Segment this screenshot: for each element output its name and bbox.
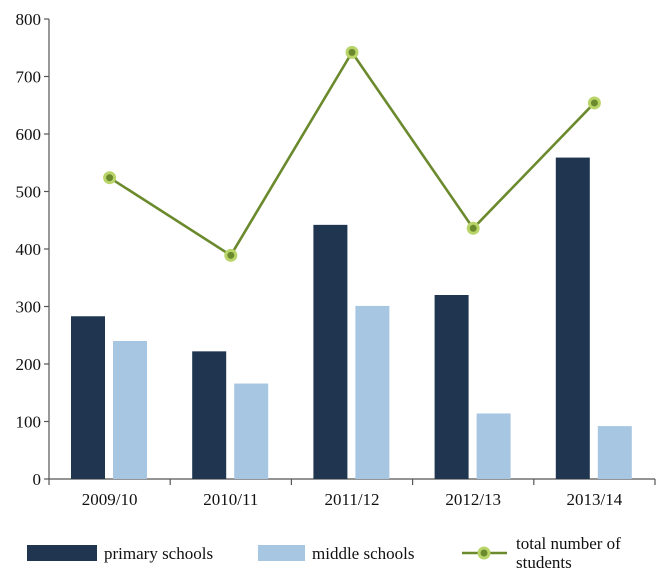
legend-swatch-primary-schools: [27, 545, 97, 561]
primary-schools-bar: [71, 316, 105, 479]
tick-labels: 0 100 200 300 400 500 600 700 800 2009/10 2010/11 2…: [16, 10, 623, 509]
primary-schools-bar: [434, 295, 469, 479]
x-tick-label: 2009/10: [82, 490, 138, 509]
total-students-marker: [590, 99, 598, 107]
primary-schools-bar: [555, 157, 590, 479]
axes: [44, 18, 656, 485]
legend-label-total-students-line1: total number of: [516, 534, 621, 553]
y-tick-label: 200: [16, 355, 42, 374]
middle-schools-bar: [597, 426, 632, 479]
y-tick-label: 100: [16, 413, 42, 432]
legend-swatch-total-students-marker: [480, 549, 488, 557]
legend-swatch-middle-schools: [258, 545, 305, 561]
y-tick-label: 700: [16, 68, 42, 87]
y-tick-label: 500: [16, 183, 42, 202]
primary-schools-bar: [313, 224, 348, 479]
middle-schools-bar: [355, 305, 390, 479]
y-tick-label: 0: [33, 470, 42, 489]
y-tick-label: 600: [16, 125, 42, 144]
total-students-line: [108, 49, 596, 258]
legend: primary schools middle schools total numbe…: [27, 534, 621, 572]
legend-label-total-students: total number of students: [516, 534, 621, 572]
middle-schools-bar: [113, 341, 147, 479]
y-tick-label: 300: [16, 298, 42, 317]
line-series: [103, 45, 601, 262]
legend-label-middle-schools: middle schools: [312, 544, 414, 563]
x-tick-label: 2010/11: [203, 490, 258, 509]
primary-schools-bar: [192, 351, 227, 479]
x-tick-label: 2013/14: [567, 490, 623, 509]
total-students-marker: [348, 48, 356, 56]
y-tick-label: 800: [16, 10, 42, 29]
y-tick-label: 400: [16, 240, 42, 259]
x-tick-label: 2012/13: [445, 490, 501, 509]
total-students-marker: [227, 251, 235, 259]
middle-schools-bar: [476, 413, 511, 479]
bars: [71, 157, 632, 479]
total-students-marker: [106, 174, 114, 182]
legend-label-primary-schools: primary schools: [104, 544, 213, 563]
total-students-marker: [469, 224, 477, 232]
x-tick-label: 2011/12: [324, 490, 379, 509]
legend-label-total-students-line2: students: [516, 553, 572, 572]
middle-schools-bar: [234, 383, 269, 479]
